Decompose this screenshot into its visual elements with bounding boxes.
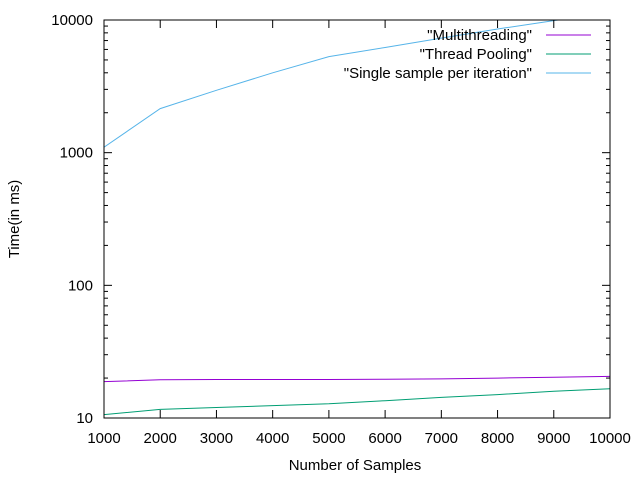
y-tick-label-0: 10	[76, 410, 93, 427]
plot-frame	[103, 19, 611, 419]
y-axis-label: Time(in ms)	[6, 180, 23, 259]
x-axis-label: Number of Samples	[289, 457, 422, 474]
series-line-0	[104, 375, 610, 383]
series-line-1	[104, 388, 610, 416]
x-tick-label-4: 5000	[312, 430, 345, 447]
x-tick-label-3: 4000	[256, 430, 289, 447]
x-tick-label-8: 9000	[537, 430, 570, 447]
y-tick-label-2: 1000	[60, 145, 93, 162]
legend-label-2: "Single sample per iteration"	[344, 65, 532, 82]
x-tick-label-5: 6000	[368, 430, 401, 447]
ticks-layer	[103, 19, 611, 419]
x-tick-label-7: 8000	[481, 430, 514, 447]
x-tick-label-9: 10000	[589, 430, 631, 447]
y-tick-label-1: 100	[68, 277, 93, 294]
legend-label-0: "Multithreading"	[427, 27, 532, 44]
x-tick-labels: 1000 2000 3000 4000 5000 6000 7000 8000 9000 1000…	[87, 430, 631, 447]
series-layer	[104, 20, 610, 416]
legend-label-1: "Thread Pooling"	[420, 46, 532, 63]
x-tick-label-6: 7000	[425, 430, 458, 447]
legend: "Multithreading" "Thread Pooling" "Single …	[344, 27, 591, 82]
x-tick-label-1: 2000	[144, 430, 177, 447]
x-tick-label-0: 1000	[87, 430, 120, 447]
x-tick-label-2: 3000	[200, 430, 233, 447]
series-line-2	[104, 20, 562, 148]
y-tick-label-3: 10000	[51, 12, 93, 29]
y-tick-labels: 10 100 1000 10000	[51, 12, 93, 427]
